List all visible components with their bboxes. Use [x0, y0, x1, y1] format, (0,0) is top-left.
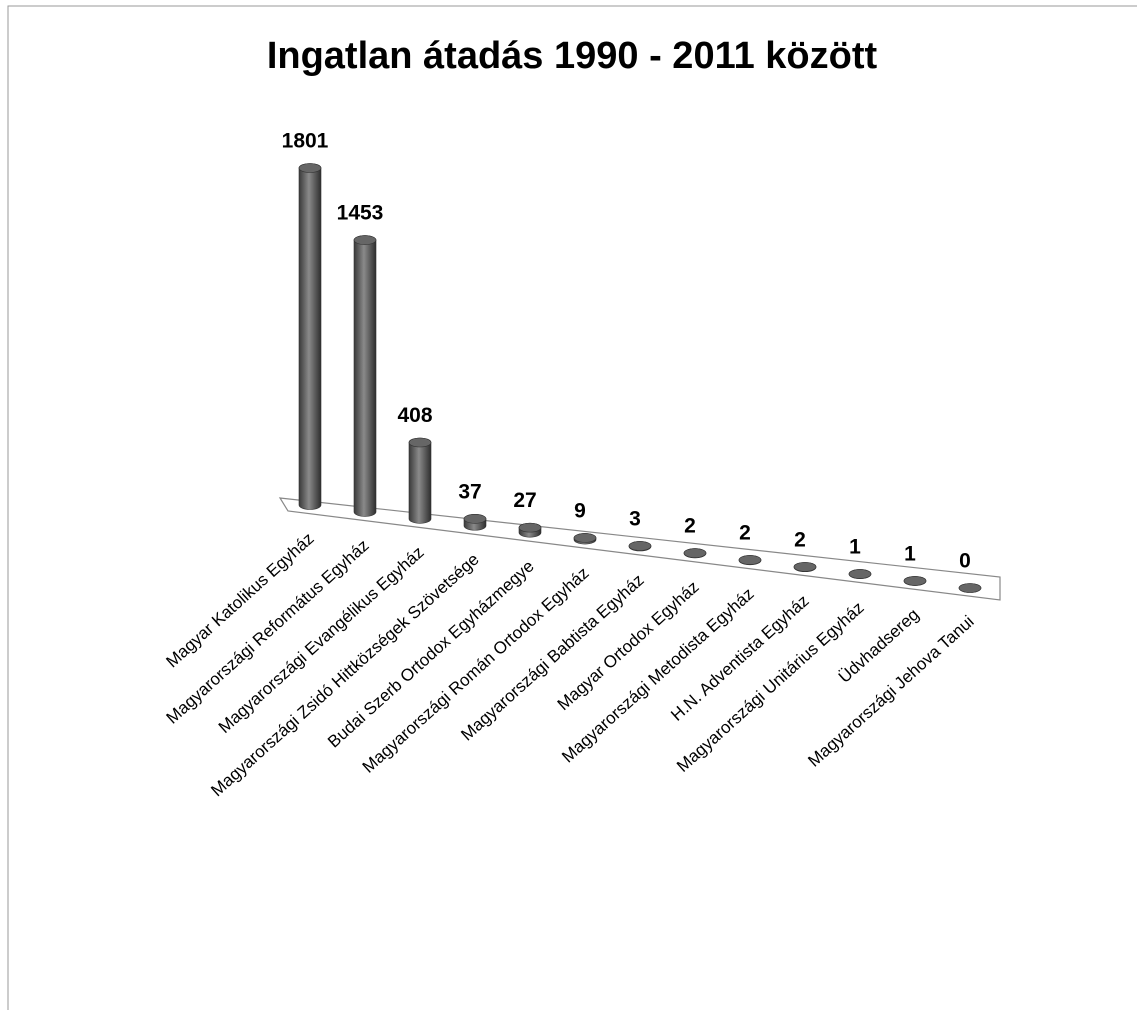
data-label: 37: [458, 480, 481, 503]
bar: [353, 235, 377, 517]
data-label: 2: [684, 515, 696, 538]
data-label: 3: [629, 507, 641, 530]
bar-top: [848, 569, 872, 579]
bar: [298, 163, 322, 510]
data-label: 27: [513, 489, 536, 512]
data-label: 1: [904, 542, 916, 565]
data-label: 0: [959, 550, 971, 573]
bar-top: [353, 235, 377, 245]
data-label: 408: [397, 404, 432, 427]
bar-top: [463, 514, 487, 524]
data-label: 1: [849, 536, 861, 559]
data-label: 1801: [282, 130, 329, 153]
bar-top: [793, 562, 817, 572]
data-label: 9: [574, 499, 586, 522]
chart-border: [7, 5, 1137, 1015]
plot: Magyar Katolikus Egyház1801Magyarországi…: [162, 130, 982, 800]
data-label: 2: [739, 522, 751, 545]
bar-top: [958, 583, 982, 593]
x-tick-label: Magyarországi Román Ortodox Egyház: [359, 563, 593, 776]
data-label: 1453: [337, 202, 384, 225]
bar-top: [518, 522, 542, 533]
chart-title: Ingatlan átadás 1990 - 2011 között: [267, 35, 878, 77]
bar-top: [573, 533, 597, 543]
bar: [408, 437, 432, 524]
bar-top: [683, 548, 707, 558]
data-label: 2: [794, 528, 806, 551]
bar-top: [628, 541, 652, 551]
bar-top: [298, 163, 322, 173]
bar-top: [408, 437, 432, 448]
bar-top: [903, 576, 927, 586]
bar-top: [738, 555, 762, 565]
